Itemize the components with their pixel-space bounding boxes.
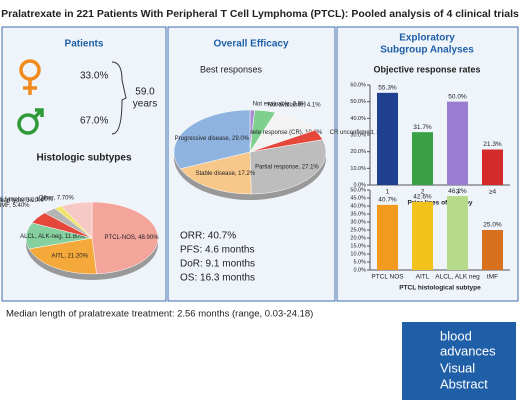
logo: [402, 322, 516, 400]
female-icon: [19, 59, 41, 95]
value-label: 40.7%: [378, 197, 397, 204]
stat: PFS: 4.6 months: [180, 245, 254, 256]
logo-text: Abstract: [440, 376, 488, 391]
slice-label: Partial response, 27.1%: [255, 164, 319, 170]
chart-title: Best responses: [200, 64, 263, 74]
value-label: 21.3%: [483, 141, 502, 148]
bar: [412, 201, 433, 270]
chart-title: Objective response rates: [373, 64, 480, 74]
y-tick-label: 60.0%: [350, 82, 366, 88]
y-tick-label: 40.0%: [350, 203, 366, 209]
y-tick-label: 10.0%: [350, 166, 366, 172]
pie-slice: [173, 109, 251, 170]
pie-slice: [91, 201, 159, 275]
slice-label: Other, 7.70%: [39, 195, 75, 201]
slice-label: CR unconfirmed, 3.6%: [330, 130, 391, 136]
x-tick-label: ≥4: [489, 189, 497, 196]
y-tick-label: 30.0%: [350, 219, 366, 225]
x-tick-label: AITL: [416, 274, 430, 281]
slice-label: Stable disease, 17.2%: [195, 171, 255, 177]
bar: [482, 149, 503, 185]
slice-label: Not availabile, 4.1%: [268, 102, 322, 108]
female-pct: 33.0%: [80, 71, 108, 82]
male-icon: [17, 108, 44, 135]
y-tick-label: 0.0%: [353, 182, 366, 188]
pie-slice: [28, 237, 97, 275]
stat: ORR: 40.7%: [180, 231, 236, 242]
y-tick-label: 35.0%: [350, 211, 366, 217]
y-tick-label: 50.0%: [350, 99, 366, 105]
title: Pralatrexate in 221 Patients With Periph…: [1, 8, 519, 20]
slice-label: ENKTL nasal type, 3.20%: [0, 198, 44, 204]
male-pct: 67.0%: [80, 116, 108, 127]
x-axis-label: Prior lines of therapy: [407, 200, 472, 207]
y-tick-label: 30.0%: [350, 132, 366, 138]
y-tick-label: 50.0%: [350, 187, 366, 193]
logo-text: advances: [440, 343, 496, 358]
slice-label: IMF, 5.40%: [0, 203, 30, 209]
value-label: 46.2%: [448, 188, 467, 195]
slice-label: Complete response (CR), 10.0%: [235, 130, 322, 136]
stat: DoR: 9.1 months: [180, 259, 255, 270]
stat: OS: 16.3 months: [180, 273, 255, 284]
bar: [412, 132, 433, 185]
footer: Median length of pralatrexate treatment:…: [6, 309, 313, 320]
age: 59.0: [135, 87, 155, 98]
x-tick-label: 3: [456, 189, 460, 196]
pie-slice: [249, 139, 327, 195]
heading: Exploratory: [399, 33, 455, 44]
y-tick-label: 10.0%: [350, 251, 366, 257]
logo-text: blood: [440, 328, 472, 343]
heading: Subgroup Analyses: [380, 45, 474, 56]
heading: Overall Efficacy: [213, 39, 288, 50]
x-tick-label: 1: [386, 189, 390, 196]
slice-label: ALCL, ALK-neg, 11.80%: [20, 234, 85, 240]
heading: Patients: [65, 39, 104, 50]
value-label: 55.3%: [378, 85, 397, 92]
brace: [111, 61, 127, 135]
chart-title: Histologic subtypes: [36, 153, 131, 164]
x-tick-label: ALCL, ALK neg: [435, 274, 480, 281]
y-tick-label: 40.0%: [350, 116, 366, 122]
y-tick-label: 0.0%: [353, 267, 366, 273]
bar: [482, 230, 503, 270]
x-tick-label: 2: [421, 189, 425, 196]
slice-label: Progressive disease, 29.0%: [175, 136, 250, 142]
y-tick-label: 25.0%: [350, 227, 366, 233]
slice-label: Not evaluable, 0.9%: [253, 101, 307, 107]
slice-label: PTCL-NOS, 48.90%: [105, 235, 160, 241]
value-label: 31.7%: [413, 124, 432, 131]
value-label: 50.0%: [448, 93, 467, 100]
value-label: 25.0%: [483, 222, 502, 229]
bar: [447, 101, 468, 185]
pie-slice: [179, 151, 252, 195]
value-label: 42.6%: [413, 194, 432, 201]
slice-label: AITL, 21.20%: [52, 253, 89, 259]
bar: [447, 196, 468, 270]
y-tick-label: 15.0%: [350, 243, 366, 249]
pie-slice: [60, 201, 93, 239]
x-axis-label: PTCL histological subtype: [399, 285, 481, 292]
slice-label: Blastic NK lymphoma, 1.80%: [0, 197, 54, 203]
y-tick-label: 45.0%: [350, 195, 366, 201]
y-tick-label: 20.0%: [350, 149, 366, 155]
y-tick-label: 20.0%: [350, 235, 366, 241]
x-tick-label: tMF: [487, 274, 498, 281]
logo-text: Visual: [440, 360, 475, 375]
x-tick-label: PTCL NOS: [371, 274, 404, 281]
bar: [377, 92, 398, 185]
age-unit: years: [133, 99, 157, 110]
bar: [377, 204, 398, 270]
y-tick-label: 5.0%: [353, 259, 366, 265]
